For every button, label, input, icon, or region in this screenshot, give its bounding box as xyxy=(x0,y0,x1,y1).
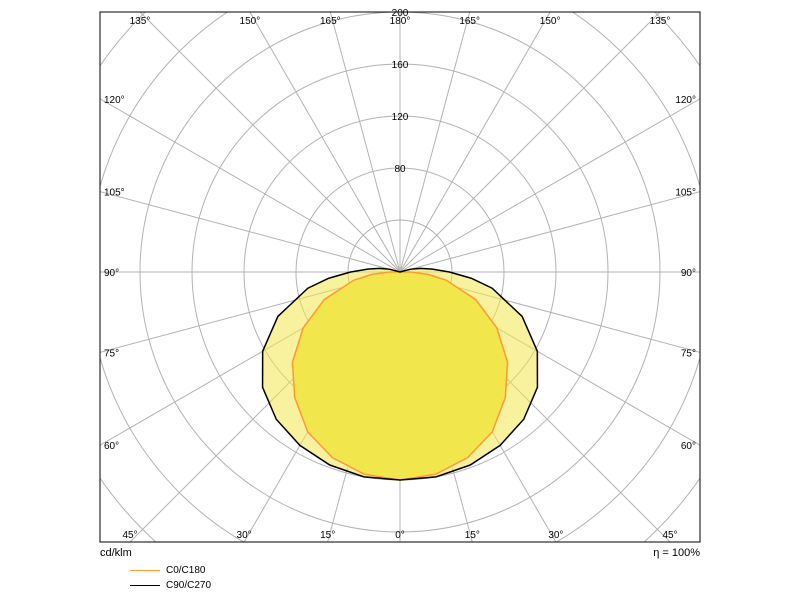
svg-text:30°: 30° xyxy=(548,530,563,541)
svg-text:150°: 150° xyxy=(540,16,561,27)
polar-chart-svg: 8012016020045°60°75°90°105°120°135°150°1… xyxy=(0,0,800,600)
svg-text:80: 80 xyxy=(394,164,406,175)
svg-text:135°: 135° xyxy=(130,16,151,27)
svg-text:60°: 60° xyxy=(104,441,119,452)
svg-text:60°: 60° xyxy=(681,441,696,452)
svg-text:15°: 15° xyxy=(465,530,480,541)
svg-text:45°: 45° xyxy=(122,530,137,541)
footer-left-label: cd/klm xyxy=(100,547,132,559)
legend-label-1: C90/C270 xyxy=(166,580,211,591)
svg-text:15°: 15° xyxy=(320,530,335,541)
legend-swatch-0 xyxy=(130,570,160,571)
svg-text:135°: 135° xyxy=(650,16,671,27)
svg-text:45°: 45° xyxy=(662,530,677,541)
svg-text:165°: 165° xyxy=(459,16,480,27)
svg-text:105°: 105° xyxy=(675,188,696,199)
svg-text:165°: 165° xyxy=(320,16,341,27)
polar-chart-container: 8012016020045°60°75°90°105°120°135°150°1… xyxy=(0,0,800,600)
legend-swatch-1 xyxy=(130,585,160,586)
svg-text:120°: 120° xyxy=(104,95,125,106)
svg-text:75°: 75° xyxy=(104,348,119,359)
svg-text:105°: 105° xyxy=(104,188,125,199)
svg-text:30°: 30° xyxy=(237,530,252,541)
legend-item-1: C90/C270 xyxy=(130,580,211,591)
svg-text:180°: 180° xyxy=(390,16,411,27)
svg-text:160: 160 xyxy=(392,60,409,71)
legend-label-0: C0/C180 xyxy=(166,565,205,576)
svg-text:120°: 120° xyxy=(675,95,696,106)
legend-item-0: C0/C180 xyxy=(130,565,205,576)
footer-right-label: η = 100% xyxy=(653,547,700,559)
svg-text:90°: 90° xyxy=(681,268,696,279)
svg-text:120: 120 xyxy=(392,112,409,123)
svg-text:150°: 150° xyxy=(240,16,261,27)
svg-text:90°: 90° xyxy=(104,268,119,279)
svg-text:75°: 75° xyxy=(681,348,696,359)
svg-text:0°: 0° xyxy=(395,530,405,541)
